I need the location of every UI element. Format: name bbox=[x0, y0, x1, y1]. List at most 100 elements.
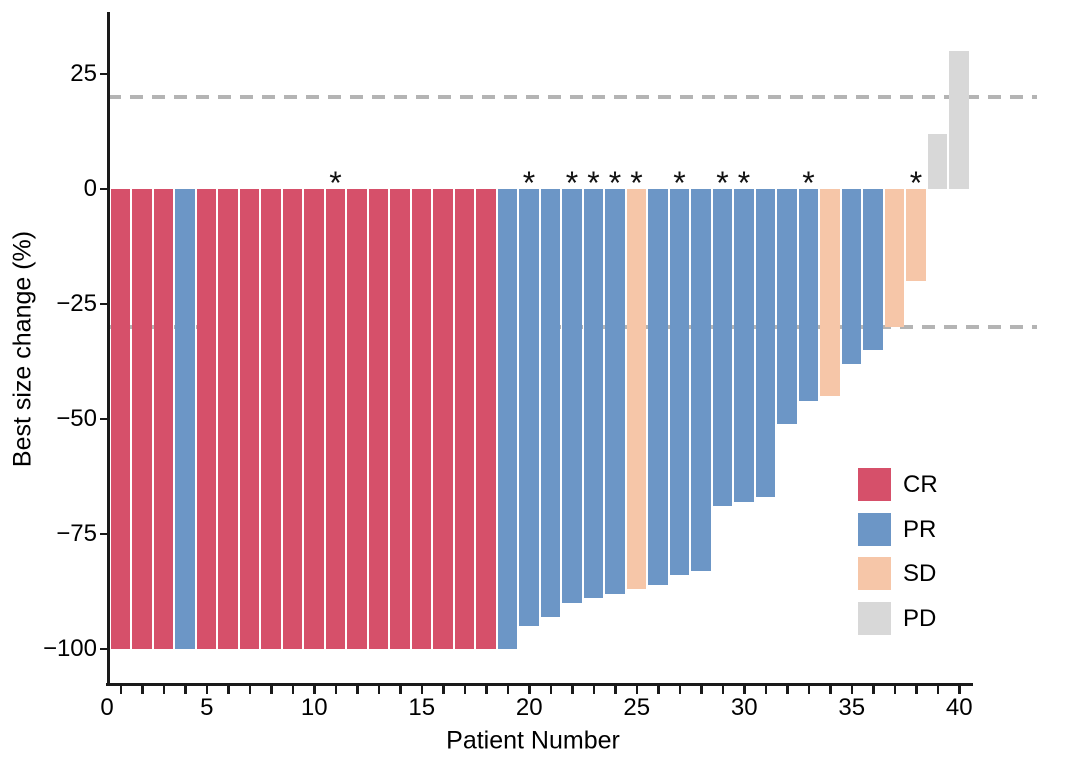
bar-patient-39 bbox=[927, 133, 948, 189]
bar-patient-22 bbox=[562, 189, 582, 603]
bar-patient-23 bbox=[583, 189, 604, 599]
bar-patient-11 bbox=[325, 189, 346, 649]
x-tick-4 bbox=[184, 685, 187, 694]
x-tick-28 bbox=[700, 685, 703, 694]
x-tick-23 bbox=[592, 685, 595, 694]
bar-patient-26 bbox=[648, 189, 668, 585]
bar-patient-27 bbox=[669, 189, 690, 576]
x-tick-7 bbox=[248, 685, 251, 694]
x-tick-24 bbox=[614, 685, 617, 694]
x-tick-36 bbox=[872, 685, 875, 694]
bar-patient-19 bbox=[497, 189, 518, 649]
x-tick-21 bbox=[549, 685, 552, 694]
legend-label-PD: PD bbox=[903, 604, 937, 632]
legend-label-PR: PR bbox=[903, 515, 937, 543]
legend-label-CR: CR bbox=[903, 471, 938, 498]
legend-swatch-SD bbox=[858, 557, 891, 590]
bar-patient-7 bbox=[239, 189, 260, 649]
x-tick-2 bbox=[141, 685, 144, 694]
y-tick-label-25: 25 bbox=[70, 60, 97, 87]
asterisk-patient-33: * bbox=[802, 165, 815, 201]
x-tick-label-5: 5 bbox=[200, 694, 214, 721]
y-tick--75 bbox=[100, 532, 108, 536]
x-tick-6 bbox=[227, 685, 230, 694]
x-tick-label-20: 20 bbox=[515, 694, 543, 721]
x-tick-16 bbox=[442, 685, 445, 694]
x-tick-5 bbox=[205, 685, 208, 694]
x-tick-37 bbox=[893, 685, 896, 694]
x-tick-label-0: 0 bbox=[100, 694, 114, 721]
bar-patient-16 bbox=[433, 189, 453, 649]
bar-patient-24 bbox=[605, 189, 625, 594]
x-tick-3 bbox=[162, 685, 165, 694]
bar-patient-17 bbox=[454, 189, 475, 649]
bar-patient-20 bbox=[519, 189, 539, 626]
legend-item-SD: SD bbox=[858, 557, 1018, 590]
bar-patient-34 bbox=[820, 189, 840, 396]
x-tick-34 bbox=[829, 685, 832, 694]
bar-patient-15 bbox=[411, 189, 432, 649]
bar-patient-2 bbox=[132, 189, 152, 649]
x-tick-29 bbox=[721, 685, 724, 694]
asterisk-patient-20: * bbox=[522, 165, 536, 201]
x-tick-35 bbox=[850, 685, 853, 694]
x-tick-17 bbox=[463, 685, 466, 694]
legend-swatch-PR bbox=[858, 512, 891, 546]
bar-patient-40 bbox=[949, 51, 969, 189]
bar-patient-12 bbox=[347, 189, 367, 649]
bar-patient-13 bbox=[368, 189, 389, 649]
asterisk-patient-27: * bbox=[673, 165, 686, 201]
bar-patient-25 bbox=[626, 189, 647, 590]
x-tick-33 bbox=[807, 685, 810, 694]
bar-patient-14 bbox=[390, 189, 410, 649]
x-tick-11 bbox=[334, 685, 337, 694]
asterisk-patient-11: * bbox=[329, 165, 342, 201]
bar-patient-38 bbox=[906, 189, 926, 281]
x-tick-label-30: 30 bbox=[730, 694, 758, 721]
bar-patient-3 bbox=[153, 189, 174, 649]
bar-patient-9 bbox=[282, 189, 303, 649]
x-tick-18 bbox=[485, 685, 488, 694]
x-tick-30 bbox=[743, 685, 746, 694]
y-axis-line bbox=[106, 12, 110, 686]
x-tick-label-25: 25 bbox=[623, 694, 651, 721]
bar-patient-21 bbox=[540, 189, 561, 617]
asterisk-patient-38: * bbox=[909, 165, 923, 201]
x-tick-12 bbox=[356, 685, 359, 694]
bar-patient-31 bbox=[755, 189, 776, 498]
asterisk-patient-29: * bbox=[716, 165, 729, 201]
legend-label-SD: SD bbox=[903, 560, 937, 587]
y-tick-25 bbox=[100, 72, 108, 76]
bar-patient-5 bbox=[196, 189, 217, 649]
x-tick-31 bbox=[764, 685, 767, 694]
bar-patient-8 bbox=[261, 189, 281, 649]
legend: CR PR SD PD bbox=[858, 468, 1018, 638]
asterisk-patient-30: * bbox=[737, 165, 751, 201]
bar-patient-4 bbox=[175, 189, 195, 649]
legend-swatch-CR bbox=[858, 468, 891, 501]
y-tick--100 bbox=[100, 647, 108, 651]
x-tick-label-40: 40 bbox=[945, 694, 973, 721]
asterisk-patient-23: * bbox=[587, 165, 600, 201]
bar-patient-28 bbox=[691, 189, 711, 571]
y-tick--25 bbox=[100, 302, 108, 306]
x-tick-8 bbox=[270, 685, 273, 694]
y-tick-label--50: −50 bbox=[56, 405, 97, 432]
x-tick-label-10: 10 bbox=[300, 694, 328, 721]
bar-patient-10 bbox=[304, 189, 324, 649]
x-tick-9 bbox=[291, 685, 294, 694]
x-tick-25 bbox=[635, 685, 638, 694]
asterisk-patient-22: * bbox=[565, 165, 579, 201]
y-tick-0 bbox=[100, 187, 108, 191]
legend-swatch-PD bbox=[858, 601, 891, 635]
y-tick--50 bbox=[100, 417, 108, 421]
reference-line-20 bbox=[108, 95, 1037, 99]
asterisk-patient-24: * bbox=[608, 165, 622, 201]
x-tick-22 bbox=[571, 685, 574, 694]
x-tick-39 bbox=[936, 685, 939, 694]
x-tick-26 bbox=[657, 685, 660, 694]
x-axis-line bbox=[106, 683, 973, 686]
x-tick-40 bbox=[958, 685, 961, 694]
bar-patient-1 bbox=[110, 189, 131, 649]
